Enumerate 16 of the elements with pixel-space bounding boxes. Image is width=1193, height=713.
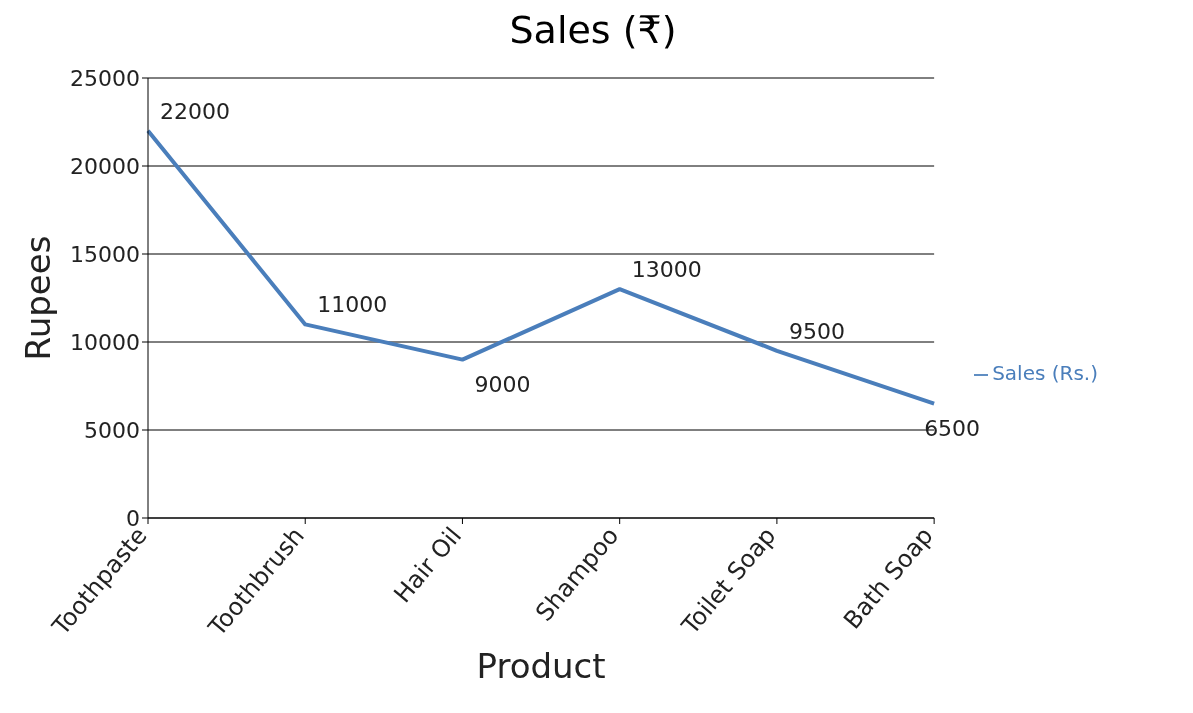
y-axis-title: Rupees <box>18 235 59 361</box>
y-tick-label: 25000 <box>70 65 140 91</box>
data-label: 13000 <box>631 257 702 283</box>
chart-title: Sales (₹) <box>508 8 678 52</box>
data-label: 6500 <box>924 415 981 441</box>
x-axis-title: Product <box>476 646 606 686</box>
data-label: 9000 <box>474 371 531 397</box>
legend-label: Sales (Rs.) <box>992 361 1098 385</box>
y-tick-label: 20000 <box>70 153 140 179</box>
data-label: 9500 <box>788 318 845 344</box>
data-label: 22000 <box>160 98 230 124</box>
y-tick-label: 0 <box>126 505 140 531</box>
data-label: 11000 <box>317 292 388 318</box>
y-tick-label: 5000 <box>84 417 140 443</box>
y-tick-label: 15000 <box>70 241 140 267</box>
y-tick-label: 10000 <box>70 329 140 355</box>
